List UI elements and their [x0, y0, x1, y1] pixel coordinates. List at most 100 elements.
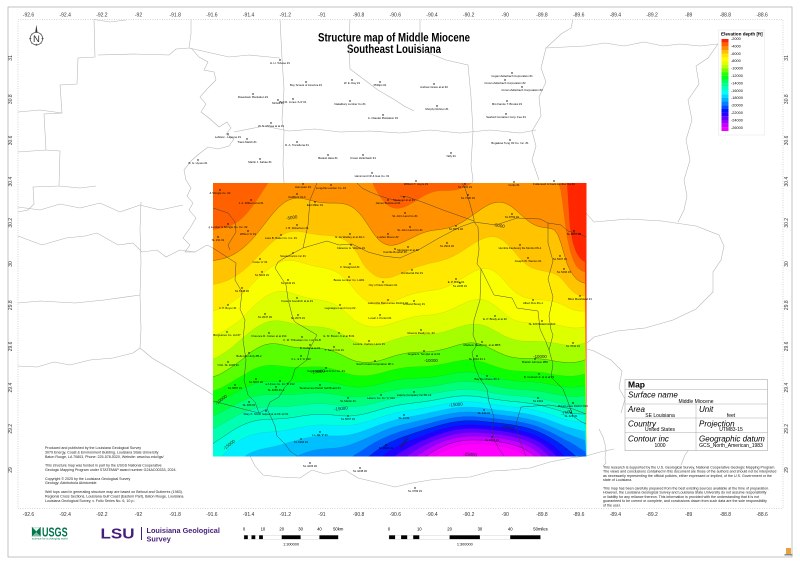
- svg-text:29.8: 29.8: [784, 300, 790, 310]
- svg-text:J. B. Robertson #1: J. B. Robertson #1: [285, 226, 309, 230]
- svg-text:Lafourche Bain Levee District: Lafourche Bain Levee District #1: [368, 301, 409, 305]
- svg-text:-89.6: -89.6: [573, 13, 585, 19]
- svg-text:Yally #1: Yally #1: [446, 154, 456, 158]
- svg-text:-5000: -5000: [286, 214, 298, 221]
- svg-text:South Coast Corporation #P-1: South Coast Corporation #P-1: [356, 362, 394, 366]
- svg-text:-16000: -16000: [731, 89, 743, 93]
- svg-text:-91: -91: [318, 512, 325, 518]
- svg-text:Gulfilters #1-b: Gulfilters #1-b: [288, 195, 306, 199]
- svg-text:Lagniappe Land Corp #2: Lagniappe Land Corp #2: [325, 306, 356, 310]
- svg-text:Burguieres Co. Ltd #7: Burguieres Co. Ltd #7: [213, 333, 241, 337]
- svg-text:Occidental Pet #1: Occidental Pet #1: [401, 271, 424, 275]
- svg-text:Southeast Louisiana: Southeast Louisiana: [347, 42, 441, 56]
- svg-text:Angela S. Templet al at #1: Angela S. Templet al at #1: [408, 352, 441, 356]
- svg-text:SL 5067 #2: SL 5067 #2: [249, 380, 264, 384]
- svg-text:-18000: -18000: [731, 96, 743, 100]
- svg-text:SL 1901: SL 1901: [533, 399, 544, 403]
- svg-text:Coste & Goodrich al at #1: Coste & Goodrich al at #1: [281, 299, 313, 303]
- svg-text:-92.6: -92.6: [23, 512, 35, 518]
- svg-text:-92: -92: [135, 512, 142, 518]
- svg-text:29.6: 29.6: [784, 341, 790, 351]
- svg-text:-10000: -10000: [731, 67, 743, 71]
- svg-text:Humble Faubourg De Montlu #N-1: Humble Faubourg De Montlu #N-1: [499, 246, 542, 250]
- svg-text:C. M. Thibodaux Co. Ltd. #1-B: C. M. Thibodaux Co. Ltd. #1-B: [283, 338, 321, 342]
- svg-text:UTM83-15: UTM83-15: [719, 427, 743, 433]
- svg-text:-89.2: -89.2: [646, 512, 658, 518]
- svg-text:40: 40: [317, 527, 322, 532]
- svg-text:a A Fore Co. Inc 'B' #12: a A Fore Co. Inc 'B' #12: [265, 382, 295, 386]
- svg-text:-13000: -13000: [311, 368, 326, 374]
- svg-text:Florence R. Cotten al at #14: Florence R. Cotten al at #14: [252, 334, 287, 338]
- svg-text:Clarence G. Wayne #1: Clarence G. Wayne #1: [337, 246, 366, 250]
- svg-text:-15000: -15000: [334, 405, 349, 411]
- svg-text:SL 7100 #1: SL 7100 #1: [461, 196, 476, 200]
- svg-text:SL 42P #1: SL 42P #1: [565, 414, 578, 418]
- svg-text:29.2: 29.2: [8, 424, 14, 434]
- svg-text:SL Martin #1: SL Martin #1: [340, 399, 356, 403]
- svg-text:-91.4: -91.4: [243, 13, 255, 19]
- svg-text:Contour inc: Contour inc: [628, 435, 669, 444]
- svg-text:-92.4: -92.4: [59, 13, 71, 19]
- svg-text:SL 8524 #1: SL 8524 #1: [379, 446, 394, 450]
- svg-text:30.8: 30.8: [8, 94, 14, 104]
- svg-text:30: 30: [478, 527, 483, 532]
- svg-text:Rosedown Plantation #1: Rosedown Plantation #1: [238, 95, 269, 99]
- svg-text:-25000: -25000: [463, 451, 478, 457]
- svg-text:SL 4683 #1 A: SL 4683 #1 A: [268, 388, 285, 392]
- svg-text:-90.6: -90.6: [390, 512, 402, 518]
- svg-text:SL John Land Co #1: SL John Land Co #1: [397, 228, 423, 232]
- svg-text:or liability for any reliance: or liability for any reliance thereon. T…: [603, 495, 759, 499]
- svg-text:City of New Orleans #1: City of New Orleans #1: [369, 283, 398, 287]
- svg-text:-92.4: -92.4: [59, 512, 71, 518]
- svg-text:29.2: 29.2: [784, 424, 790, 434]
- svg-text:Phillips #1: Phillips #1: [374, 83, 387, 87]
- svg-text:Crown Zellerbach Corporation #: Crown Zellerbach Corporation #2: [484, 81, 526, 85]
- svg-text:Projection: Projection: [699, 420, 735, 429]
- svg-text:Savoia Farms Inc #1: Savoia Farms Inc #1: [280, 254, 306, 258]
- svg-text:31: 31: [784, 55, 790, 61]
- svg-text:-91.8: -91.8: [169, 13, 181, 19]
- svg-text:-91.8: -91.8: [169, 512, 181, 518]
- svg-text:Bowie Lumber Co. Ltd#1: Bowie Lumber Co. Ltd#1: [334, 278, 365, 282]
- svg-text:E. P. Brady al at #2: E. P. Brady al at #2: [483, 317, 507, 321]
- svg-text:Copyright © 2025 by the Louisi: Copyright © 2025 by the Louisiana Geolog…: [45, 477, 131, 481]
- svg-text:Map: Map: [628, 380, 645, 390]
- svg-text:W. N. McVea al at #1: W. N. McVea al at #1: [258, 124, 285, 128]
- svg-text:-20000: -20000: [731, 104, 743, 108]
- svg-text:United States: United States: [645, 427, 676, 433]
- svg-text:D. A. Transltona #1: D. A. Transltona #1: [285, 143, 309, 147]
- svg-text:-92.2: -92.2: [96, 13, 108, 19]
- svg-text:3079 Energy, Coast & Environme: 3079 Energy, Coast & Environment Buildin…: [45, 450, 159, 454]
- svg-text:-4000: -4000: [731, 44, 741, 48]
- svg-text:0: 0: [243, 527, 246, 532]
- svg-text:SL 6394 #1: SL 6394 #1: [294, 440, 309, 444]
- svg-text:-10000: -10000: [424, 358, 438, 363]
- svg-text:SL 7131 #1: SL 7131 #1: [458, 185, 473, 189]
- svg-text:E. M. Brown Jr al at B #1: E. M. Brown Jr al at B #1: [324, 334, 355, 338]
- svg-text:-88.6: -88.6: [756, 512, 768, 518]
- svg-text:Well tops used in generating s: Well tops used in generating structure m…: [45, 490, 183, 494]
- svg-text:SE Louisiana: SE Louisiana: [645, 413, 675, 419]
- svg-text:29.4: 29.4: [8, 383, 14, 393]
- svg-text:-7500: -7500: [560, 408, 573, 416]
- svg-text:SL 5024 #1: SL 5024 #1: [255, 273, 270, 277]
- svg-text:-89.4: -89.4: [610, 13, 622, 19]
- svg-text:Bural Levee District #13: Bural Levee District #13: [558, 404, 588, 408]
- svg-text:as necessarily representing th: as necessarily representing the official…: [603, 474, 772, 478]
- svg-text:-2000: -2000: [731, 37, 741, 41]
- svg-text:g Lumber & Shingle Co. Inc. #2: g Lumber & Shingle Co. Inc. #2: [209, 225, 248, 229]
- svg-text:-90.4: -90.4: [426, 512, 438, 518]
- svg-text:of the user.: of the user.: [603, 503, 621, 507]
- svg-text:Crown Zellerbach #1: Crown Zellerbach #1: [350, 156, 376, 160]
- svg-text:SL 2674 #1: SL 2674 #1: [291, 316, 306, 320]
- svg-text:-14000: -14000: [731, 81, 743, 85]
- svg-text:Structure map of Middle Miocen: Structure map of Middle Miocene: [318, 31, 470, 45]
- svg-text:Coste 'A' #1: Coste 'A' #1: [253, 260, 268, 264]
- svg-text:30.6: 30.6: [784, 135, 790, 145]
- svg-text:Wilburn T. Joyce #1: Wilburn T. Joyce #1: [404, 182, 429, 186]
- svg-text:Earl Miller #1: Earl Miller #1: [307, 203, 324, 207]
- svg-text:SL 434 #1: SL 434 #1: [478, 411, 491, 415]
- svg-text:-89.6: -89.6: [573, 512, 585, 518]
- svg-text:'Y' Sand Unit #1: 'Y' Sand Unit #1: [324, 348, 344, 352]
- svg-text:SL 2042 #1 1: SL 2042 #1 1: [469, 357, 486, 361]
